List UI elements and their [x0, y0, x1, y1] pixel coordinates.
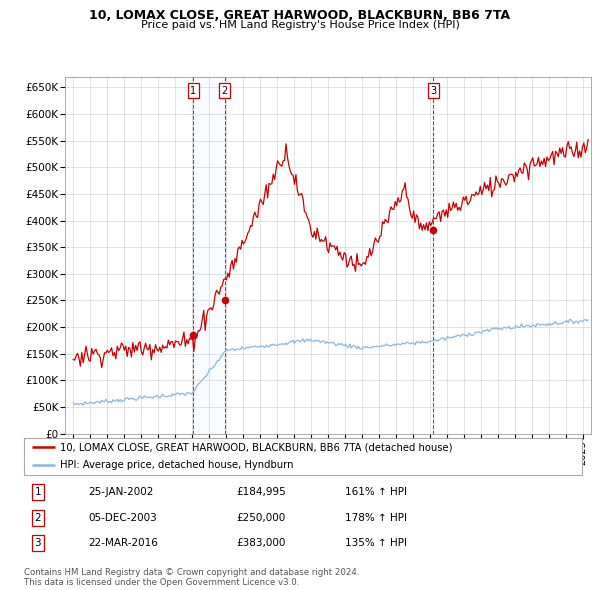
Text: 25-JAN-2002: 25-JAN-2002: [88, 487, 154, 497]
Text: 135% ↑ HPI: 135% ↑ HPI: [345, 538, 407, 548]
Text: Contains HM Land Registry data © Crown copyright and database right 2024.
This d: Contains HM Land Registry data © Crown c…: [24, 568, 359, 587]
Text: Price paid vs. HM Land Registry's House Price Index (HPI): Price paid vs. HM Land Registry's House …: [140, 20, 460, 30]
Text: 05-DEC-2003: 05-DEC-2003: [88, 513, 157, 523]
Text: 10, LOMAX CLOSE, GREAT HARWOOD, BLACKBURN, BB6 7TA (detached house): 10, LOMAX CLOSE, GREAT HARWOOD, BLACKBUR…: [60, 442, 453, 452]
Text: 1: 1: [190, 86, 196, 96]
Text: 3: 3: [430, 86, 437, 96]
Text: 161% ↑ HPI: 161% ↑ HPI: [345, 487, 407, 497]
Text: 1: 1: [35, 487, 41, 497]
Text: 2: 2: [35, 513, 41, 523]
Text: 2: 2: [221, 86, 228, 96]
Text: 178% ↑ HPI: 178% ↑ HPI: [345, 513, 407, 523]
Text: 3: 3: [35, 538, 41, 548]
Text: HPI: Average price, detached house, Hyndburn: HPI: Average price, detached house, Hynd…: [60, 460, 294, 470]
Text: £383,000: £383,000: [236, 538, 286, 548]
Text: 22-MAR-2016: 22-MAR-2016: [88, 538, 158, 548]
Text: £184,995: £184,995: [236, 487, 286, 497]
Bar: [433, 77, 434, 434]
Text: £250,000: £250,000: [236, 513, 285, 523]
Text: 10, LOMAX CLOSE, GREAT HARWOOD, BLACKBURN, BB6 7TA: 10, LOMAX CLOSE, GREAT HARWOOD, BLACKBUR…: [89, 9, 511, 22]
Bar: [193, 77, 224, 434]
